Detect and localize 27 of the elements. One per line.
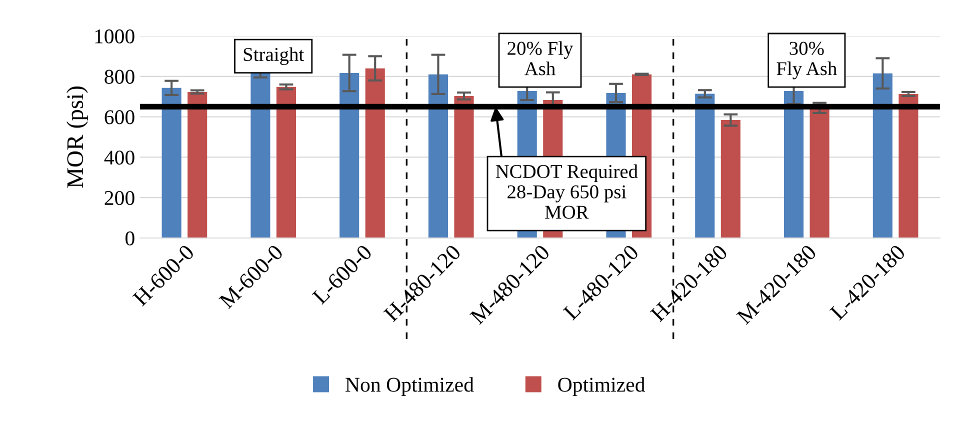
legend-label: Optimized (558, 377, 646, 396)
bar (810, 108, 830, 238)
bar (695, 94, 715, 238)
bar (454, 96, 474, 238)
y-tick-label: 1000 (95, 29, 134, 44)
bar (720, 120, 740, 238)
y-tick-label: 200 (104, 190, 134, 206)
bar (898, 94, 918, 238)
y-tick-label: 800 (104, 70, 134, 84)
y-tick-label: 600 (104, 110, 134, 124)
bar (188, 92, 208, 238)
annotation: Straight (244, 47, 304, 66)
bar (872, 73, 892, 238)
bar (365, 68, 385, 238)
bar (250, 72, 270, 238)
legend-label: Non Optimized (346, 377, 474, 396)
y-tick-label: 400 (104, 150, 134, 165)
annotation: NCDOT Required 28-Day 650 psi MOR (496, 164, 638, 219)
bar (428, 74, 448, 238)
bar (340, 72, 360, 238)
annotation: 20% Fly Ash (508, 41, 574, 76)
bar (276, 86, 296, 238)
y-axis-title: MOR (psi) (66, 86, 88, 188)
bar (162, 88, 182, 238)
y-tick-label: 0 (126, 231, 134, 246)
annotation: 30% Fly Ash (776, 42, 837, 80)
bar (784, 90, 804, 238)
